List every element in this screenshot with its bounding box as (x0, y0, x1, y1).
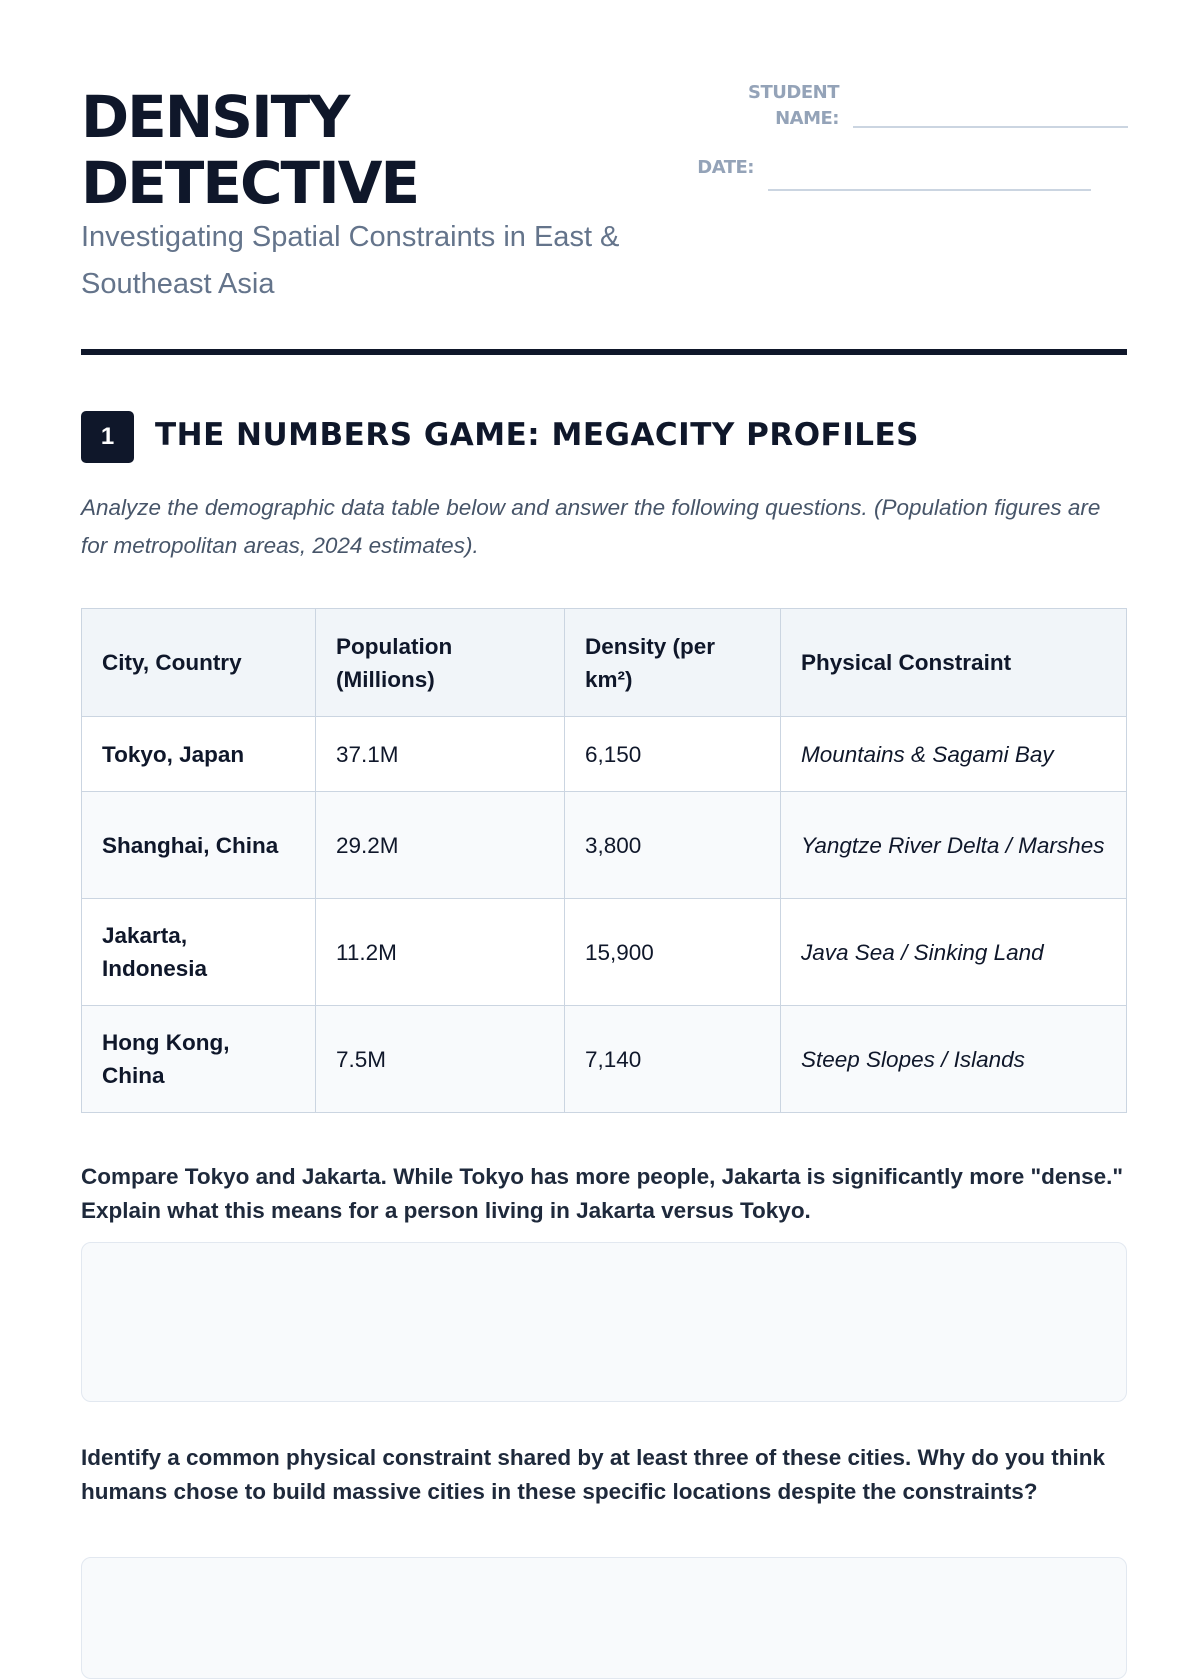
cell-population: 37.1M (315, 716, 565, 792)
megacity-table: City, Country Population (Millions) Dens… (81, 608, 1127, 1113)
cell-city: Tokyo, Japan (81, 716, 316, 792)
section-title: THE NUMBERS GAME: MEGACITY PROFILES (155, 417, 920, 453)
cell-city: Jakarta, Indonesia (81, 898, 316, 1006)
column-header-density: Density (per km²) (564, 608, 781, 717)
column-header-city: City, Country (81, 608, 316, 717)
student-name-label: STUDENT NAME: (748, 82, 839, 129)
table-row: Shanghai, China 29.2M 3,800 Yangtze Rive… (81, 791, 1127, 899)
cell-population: 29.2M (315, 791, 565, 899)
worksheet-subtitle: Investigating Spatial Constraints in Eas… (81, 221, 620, 300)
date-label: DATE: (697, 157, 754, 178)
cell-population: 11.2M (315, 898, 565, 1006)
cell-density: 6,150 (564, 716, 781, 792)
worksheet-title: DENSITY DETECTIVE (81, 83, 420, 217)
cell-constraint: Steep Slopes / Islands (780, 1005, 1127, 1113)
header-divider (81, 349, 1127, 355)
title-line-1: DENSITY (81, 83, 350, 151)
cell-constraint: Java Sea / Sinking Land (780, 898, 1127, 1006)
answer-box-1[interactable] (81, 1242, 1127, 1402)
cell-constraint: Yangtze River Delta / Marshes (780, 791, 1127, 899)
title-line-2: DETECTIVE (81, 149, 420, 217)
cell-density: 7,140 (564, 1005, 781, 1113)
question-1: Compare Tokyo and Jakarta. While Tokyo h… (81, 1164, 1124, 1223)
cell-density: 3,800 (564, 791, 781, 899)
student-name-field: STUDENT NAME: (735, 80, 1128, 132)
answer-box-2[interactable] (81, 1557, 1127, 1679)
section-number-badge: 1 (81, 411, 134, 463)
table-row: Hong Kong, China 7.5M 7,140 Steep Slopes… (81, 1005, 1127, 1113)
table-row: Jakarta, Indonesia 11.2M 15,900 Java Sea… (81, 898, 1127, 1006)
cell-constraint: Mountains & Sagami Bay (780, 716, 1127, 792)
table-header-row: City, Country Population (Millions) Dens… (81, 608, 1127, 717)
cell-city: Hong Kong, China (81, 1005, 316, 1113)
date-input[interactable] (768, 159, 1091, 191)
column-header-population: Population (Millions) (315, 608, 565, 717)
student-name-input[interactable] (853, 126, 1128, 128)
column-header-constraint: Physical Constraint (780, 608, 1127, 717)
section-instructions: Analyze the demographic data table below… (81, 495, 1101, 558)
table-row: Tokyo, Japan 37.1M 6,150 Mountains & Sag… (81, 716, 1127, 792)
cell-population: 7.5M (315, 1005, 565, 1113)
question-2: Identify a common physical constraint sh… (81, 1445, 1105, 1504)
cell-city: Shanghai, China (81, 791, 316, 899)
cell-density: 15,900 (564, 898, 781, 1006)
date-field: DATE: (690, 155, 1091, 191)
